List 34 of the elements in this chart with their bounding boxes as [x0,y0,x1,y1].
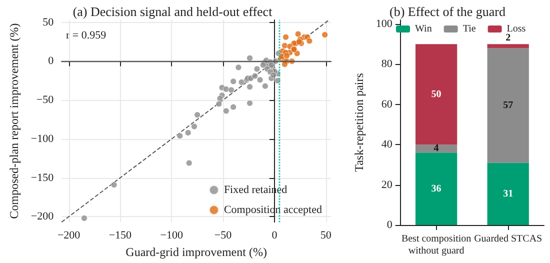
legend-label: Win [415,24,432,34]
data-label: 36 [431,183,442,194]
y-tick-label: −100 [30,132,54,145]
chart-title: (b) Effect of the guard [390,4,506,19]
y-tick-label: 50 [42,16,54,28]
y-tick-label: 0 [48,55,54,68]
legend-label: Loss [506,24,526,34]
x-tick-label: −50 [214,230,232,242]
x-tick-label: −150 [108,230,132,242]
y-tick-label: 20 [381,178,393,191]
x-axis-title: Guard-grid improvement (%) [126,245,267,259]
data-label: 57 [503,100,514,111]
y-tick-label: 100 [376,18,393,30]
data-label: 2 [506,32,511,44]
y-axis-title: Composed-plan report improvement (%) [7,23,21,219]
data-label: 4 [434,143,439,154]
y-tick-label: 40 [381,138,393,151]
legend-label: Tie [462,24,476,34]
y-tick-label: −200 [30,210,54,223]
data-label: 50 [431,88,442,100]
y-tick-label: 60 [381,98,393,110]
x-tick-label: −200 [57,230,81,242]
y-axis-title: Task-repetition pairs [352,72,366,172]
data-label: 31 [503,188,514,200]
x-tick-label: −100 [160,230,184,242]
y-tick-label: −50 [36,94,54,106]
y-tick-label: 0 [386,219,393,231]
y-tick-label: 80 [381,58,393,70]
x-tick-label: Guarded STCAS [474,234,542,244]
y-tick-label: −150 [30,172,54,184]
chart-title: (a) Decision signal and held-out effect [72,4,273,19]
x-tick-label: 50 [320,230,332,242]
x-tick-label: 0 [272,230,278,242]
x-tick-label: Best composition without guard [401,234,472,256]
